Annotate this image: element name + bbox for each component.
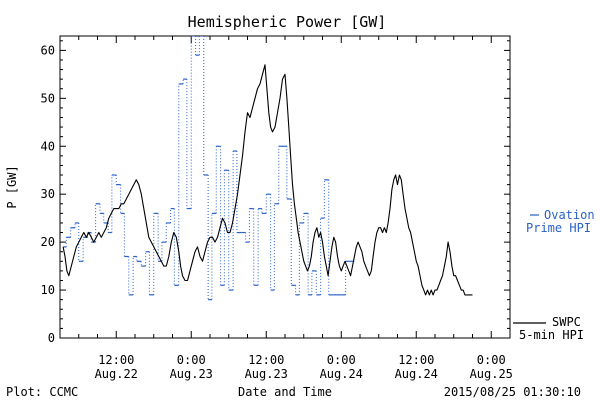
- x-tick-time-label: 12:00: [248, 353, 284, 367]
- x-tick-date-label: Aug.23: [245, 367, 288, 381]
- y-tick-label: 40: [41, 139, 55, 153]
- y-axis-ticks: 0 10 20 30 40 50 60: [41, 40, 510, 345]
- y-tick-label: 10: [41, 283, 55, 297]
- y-tick-label: 30: [41, 187, 55, 201]
- y-tick-label: 50: [41, 91, 55, 105]
- swpc-legend-label-1: SWPC: [552, 315, 581, 329]
- x-tick-date-label: Aug.24: [395, 367, 438, 381]
- x-tick-time-label: 12:00: [98, 353, 134, 367]
- y-tick-label: 0: [48, 331, 55, 345]
- x-axis-label: Date and Time: [238, 385, 332, 399]
- swpc-series-line: [62, 64, 473, 296]
- y-tick-label: 20: [41, 235, 55, 249]
- x-tick-time-label: 0:00: [327, 353, 356, 367]
- x-tick-time-label: 12:00: [398, 353, 434, 367]
- chart-title: Hemispheric Power [GW]: [188, 13, 387, 31]
- x-tick-time-label: 0:00: [477, 353, 506, 367]
- x-tick-date-label: Aug.25: [470, 367, 513, 381]
- ovation-legend-label-2: Prime HPI: [526, 221, 591, 235]
- x-tick-date-label: Aug.22: [95, 367, 138, 381]
- plot-frame: [59, 35, 511, 339]
- plot-timestamp: 2015/08/25 01:30:10: [444, 385, 581, 399]
- x-axis-ticks: 12:00Aug.220:00Aug.2312:00Aug.230:00Aug.…: [78, 36, 513, 381]
- plot-credit: Plot: CCMC: [6, 385, 78, 399]
- ovation-series: [63, 36, 356, 301]
- x-tick-date-label: Aug.24: [320, 367, 363, 381]
- ovation-legend-label-1: Ovation: [544, 208, 595, 222]
- y-tick-label: 60: [41, 43, 55, 57]
- y-axis-label: P [GW]: [5, 165, 19, 208]
- x-tick-time-label: 0:00: [177, 353, 206, 367]
- x-tick-date-label: Aug.23: [170, 367, 213, 381]
- swpc-legend-label-2: 5-min HPI: [519, 328, 584, 342]
